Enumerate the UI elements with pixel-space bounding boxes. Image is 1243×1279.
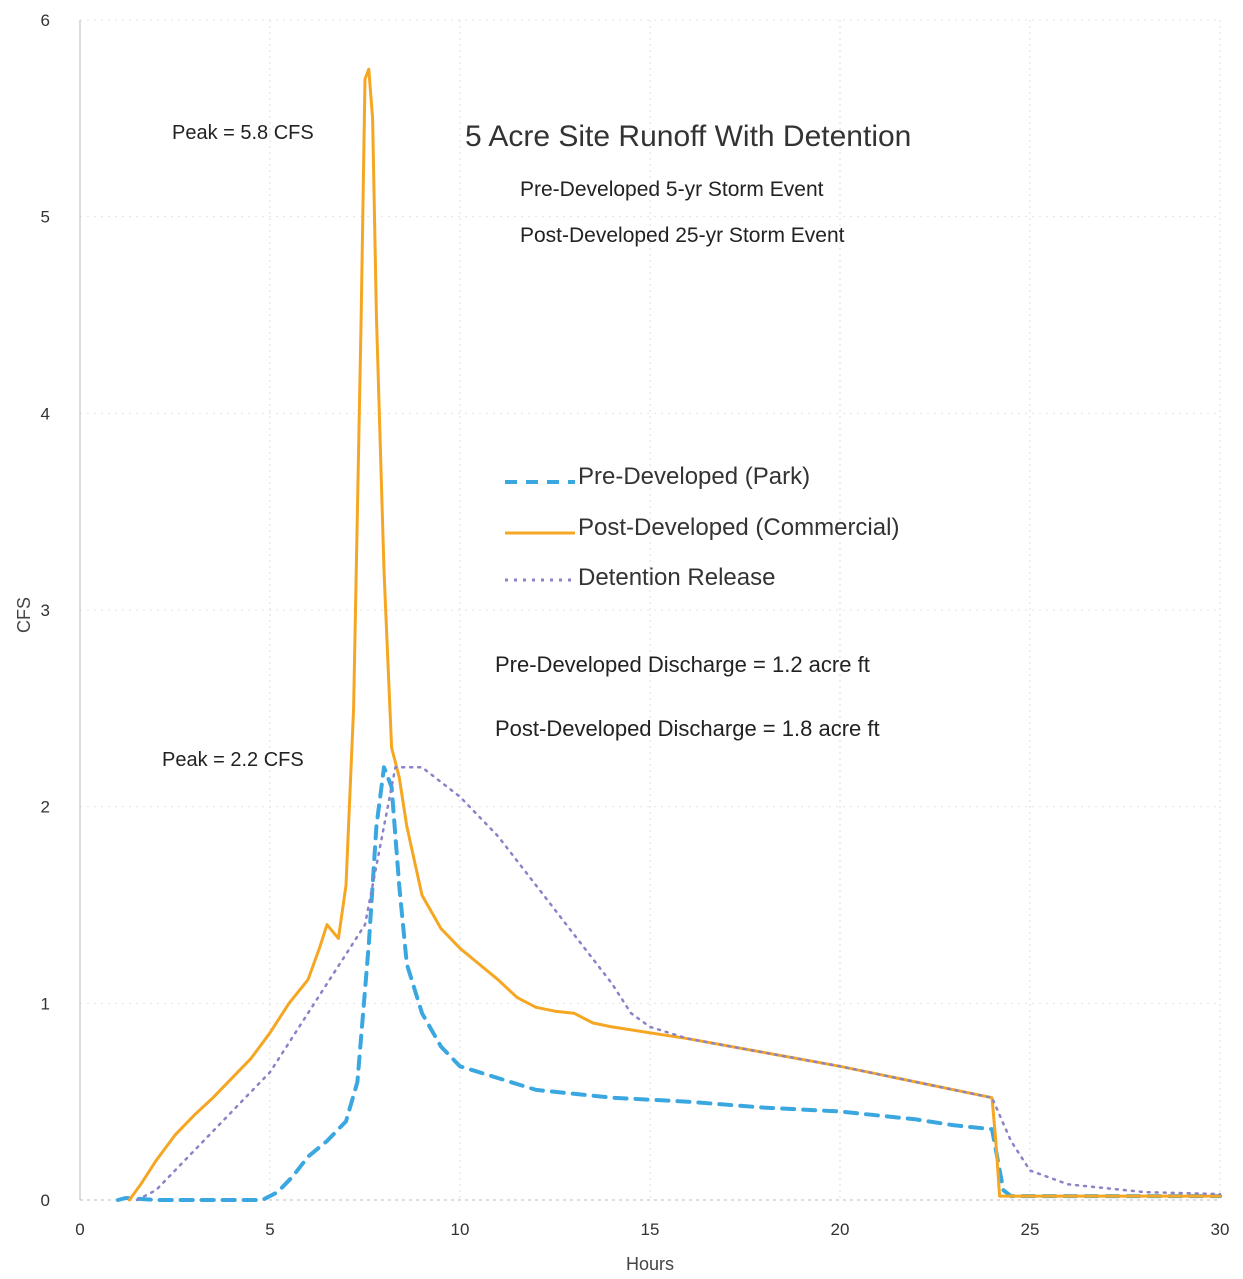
legend-label-pre-developed: Pre-Developed (Park) bbox=[578, 463, 810, 490]
annotation-pre-discharge: Pre-Developed Discharge = 1.2 acre ft bbox=[495, 652, 870, 677]
legend-label-detention-release: Detention Release bbox=[578, 564, 775, 591]
x-axis-label: Hours bbox=[626, 1254, 674, 1274]
x-tick-label: 15 bbox=[641, 1220, 660, 1239]
annotation-peak-post: Peak = 5.8 CFS bbox=[172, 122, 314, 144]
chart-subtitle-1: Pre-Developed 5-yr Storm Event bbox=[520, 178, 824, 201]
legend-label-post-developed: Post-Developed (Commercial) bbox=[578, 514, 899, 541]
y-tick-label: 2 bbox=[41, 798, 50, 817]
legend: Pre-Developed (Park) Post-Developed (Com… bbox=[505, 463, 899, 591]
x-tick-label: 20 bbox=[831, 1220, 850, 1239]
series-line-0 bbox=[116, 765, 1222, 1202]
series-line-2 bbox=[135, 766, 1222, 1202]
x-tick-label: 30 bbox=[1211, 1220, 1230, 1239]
y-axis-label: CFS bbox=[14, 597, 34, 633]
x-tick-label: 25 bbox=[1021, 1220, 1040, 1239]
y-tick-label: 0 bbox=[41, 1191, 50, 1210]
x-tick-label: 10 bbox=[451, 1220, 470, 1239]
y-tick-label: 3 bbox=[41, 601, 50, 620]
chart-subtitle-2: Post-Developed 25-yr Storm Event bbox=[520, 224, 845, 247]
y-tick-label: 5 bbox=[41, 208, 50, 227]
x-tick-label: 5 bbox=[265, 1220, 274, 1239]
chart-title: 5 Acre Site Runoff With Detention bbox=[465, 120, 911, 153]
x-tick-label: 0 bbox=[75, 1220, 84, 1239]
y-tick-label: 4 bbox=[41, 404, 50, 423]
axes: 0 5 10 15 20 25 30 0 1 2 3 4 5 6 bbox=[41, 11, 1230, 1239]
annotation-peak-pre: Peak = 2.2 CFS bbox=[162, 749, 304, 771]
grid bbox=[80, 19, 1221, 1200]
annotation-post-discharge: Post-Developed Discharge = 1.8 acre ft bbox=[495, 716, 880, 741]
series-lines bbox=[116, 67, 1222, 1202]
y-tick-label: 6 bbox=[41, 11, 50, 30]
y-tick-label: 1 bbox=[41, 994, 50, 1013]
